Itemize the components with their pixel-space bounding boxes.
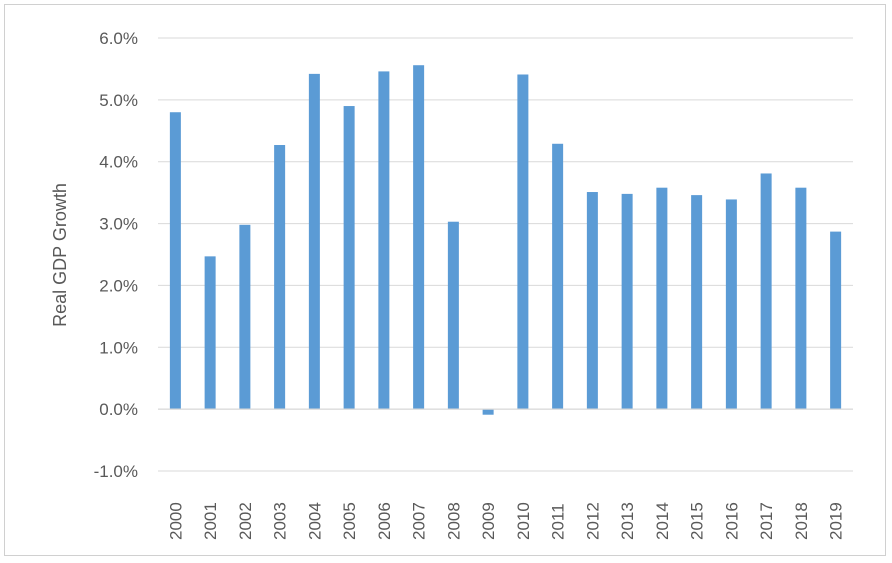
bar-2005	[343, 106, 355, 410]
y-tick-labels: -1.0% 0.0% 1.0% 2.0% 3.0% 4.0% 5.0% 6.0%	[94, 29, 138, 481]
bar-2002	[239, 224, 251, 410]
x-tick-label: 2012	[583, 502, 602, 540]
y-tick-label: 5.0%	[99, 91, 138, 110]
y-axis-title: Real GDP Growth	[50, 183, 70, 327]
y-tick-label: 2.0%	[99, 276, 138, 295]
bar-2010	[517, 74, 529, 410]
x-tick-label: 2000	[166, 502, 185, 540]
bar-2019	[830, 231, 842, 410]
y-tick-label: 4.0%	[99, 153, 138, 172]
bar-2014	[656, 187, 668, 410]
x-tick-label: 2013	[618, 502, 637, 540]
x-tick-label: 2010	[514, 502, 533, 540]
x-tick-labels: 2000 2001 2002 2003 2004 2005 2006 2007 2008 2009…	[166, 502, 845, 540]
bar-2011	[552, 143, 564, 410]
bars	[169, 65, 842, 415]
bar-2006	[378, 71, 390, 410]
y-tick-label: 6.0%	[99, 29, 138, 48]
bar-2000	[169, 112, 181, 410]
y-tick-label: 0.0%	[99, 400, 138, 419]
gridlines	[158, 37, 853, 472]
bar-2003	[274, 145, 286, 410]
x-tick-label: 2003	[271, 502, 290, 540]
x-tick-label: 2009	[479, 502, 498, 540]
y-tick-label: 1.0%	[99, 338, 138, 357]
chart-frame	[4, 4, 886, 556]
bar-2015	[691, 195, 703, 410]
bar-2007	[413, 65, 425, 410]
y-tick-label: 3.0%	[99, 215, 138, 234]
x-tick-label: 2018	[792, 502, 811, 540]
x-tick-label: 2004	[305, 502, 324, 540]
bar-2013	[621, 193, 633, 410]
y-tick-label: -1.0%	[94, 462, 138, 481]
x-tick-label: 2015	[688, 502, 707, 540]
x-tick-label: 2011	[549, 503, 568, 540]
x-tick-label: 2006	[375, 502, 394, 540]
x-tick-label: 2014	[653, 502, 672, 540]
bar-2018	[795, 187, 807, 410]
x-tick-label: 2017	[757, 502, 776, 540]
x-tick-label: 2016	[722, 502, 741, 540]
x-tick-label: 2019	[827, 502, 846, 540]
bar-2004	[308, 73, 320, 410]
bar-2016	[725, 199, 737, 410]
bar-2012	[586, 192, 598, 410]
x-tick-label: 2002	[236, 502, 255, 540]
bar-2008	[447, 221, 459, 410]
bar-2009	[482, 409, 494, 415]
bar-2001	[204, 256, 216, 410]
bar-2017	[760, 173, 772, 410]
x-tick-label: 2007	[410, 502, 429, 540]
x-tick-label: 2008	[444, 502, 463, 540]
x-tick-label: 2001	[201, 502, 220, 540]
x-tick-label: 2005	[340, 502, 359, 540]
